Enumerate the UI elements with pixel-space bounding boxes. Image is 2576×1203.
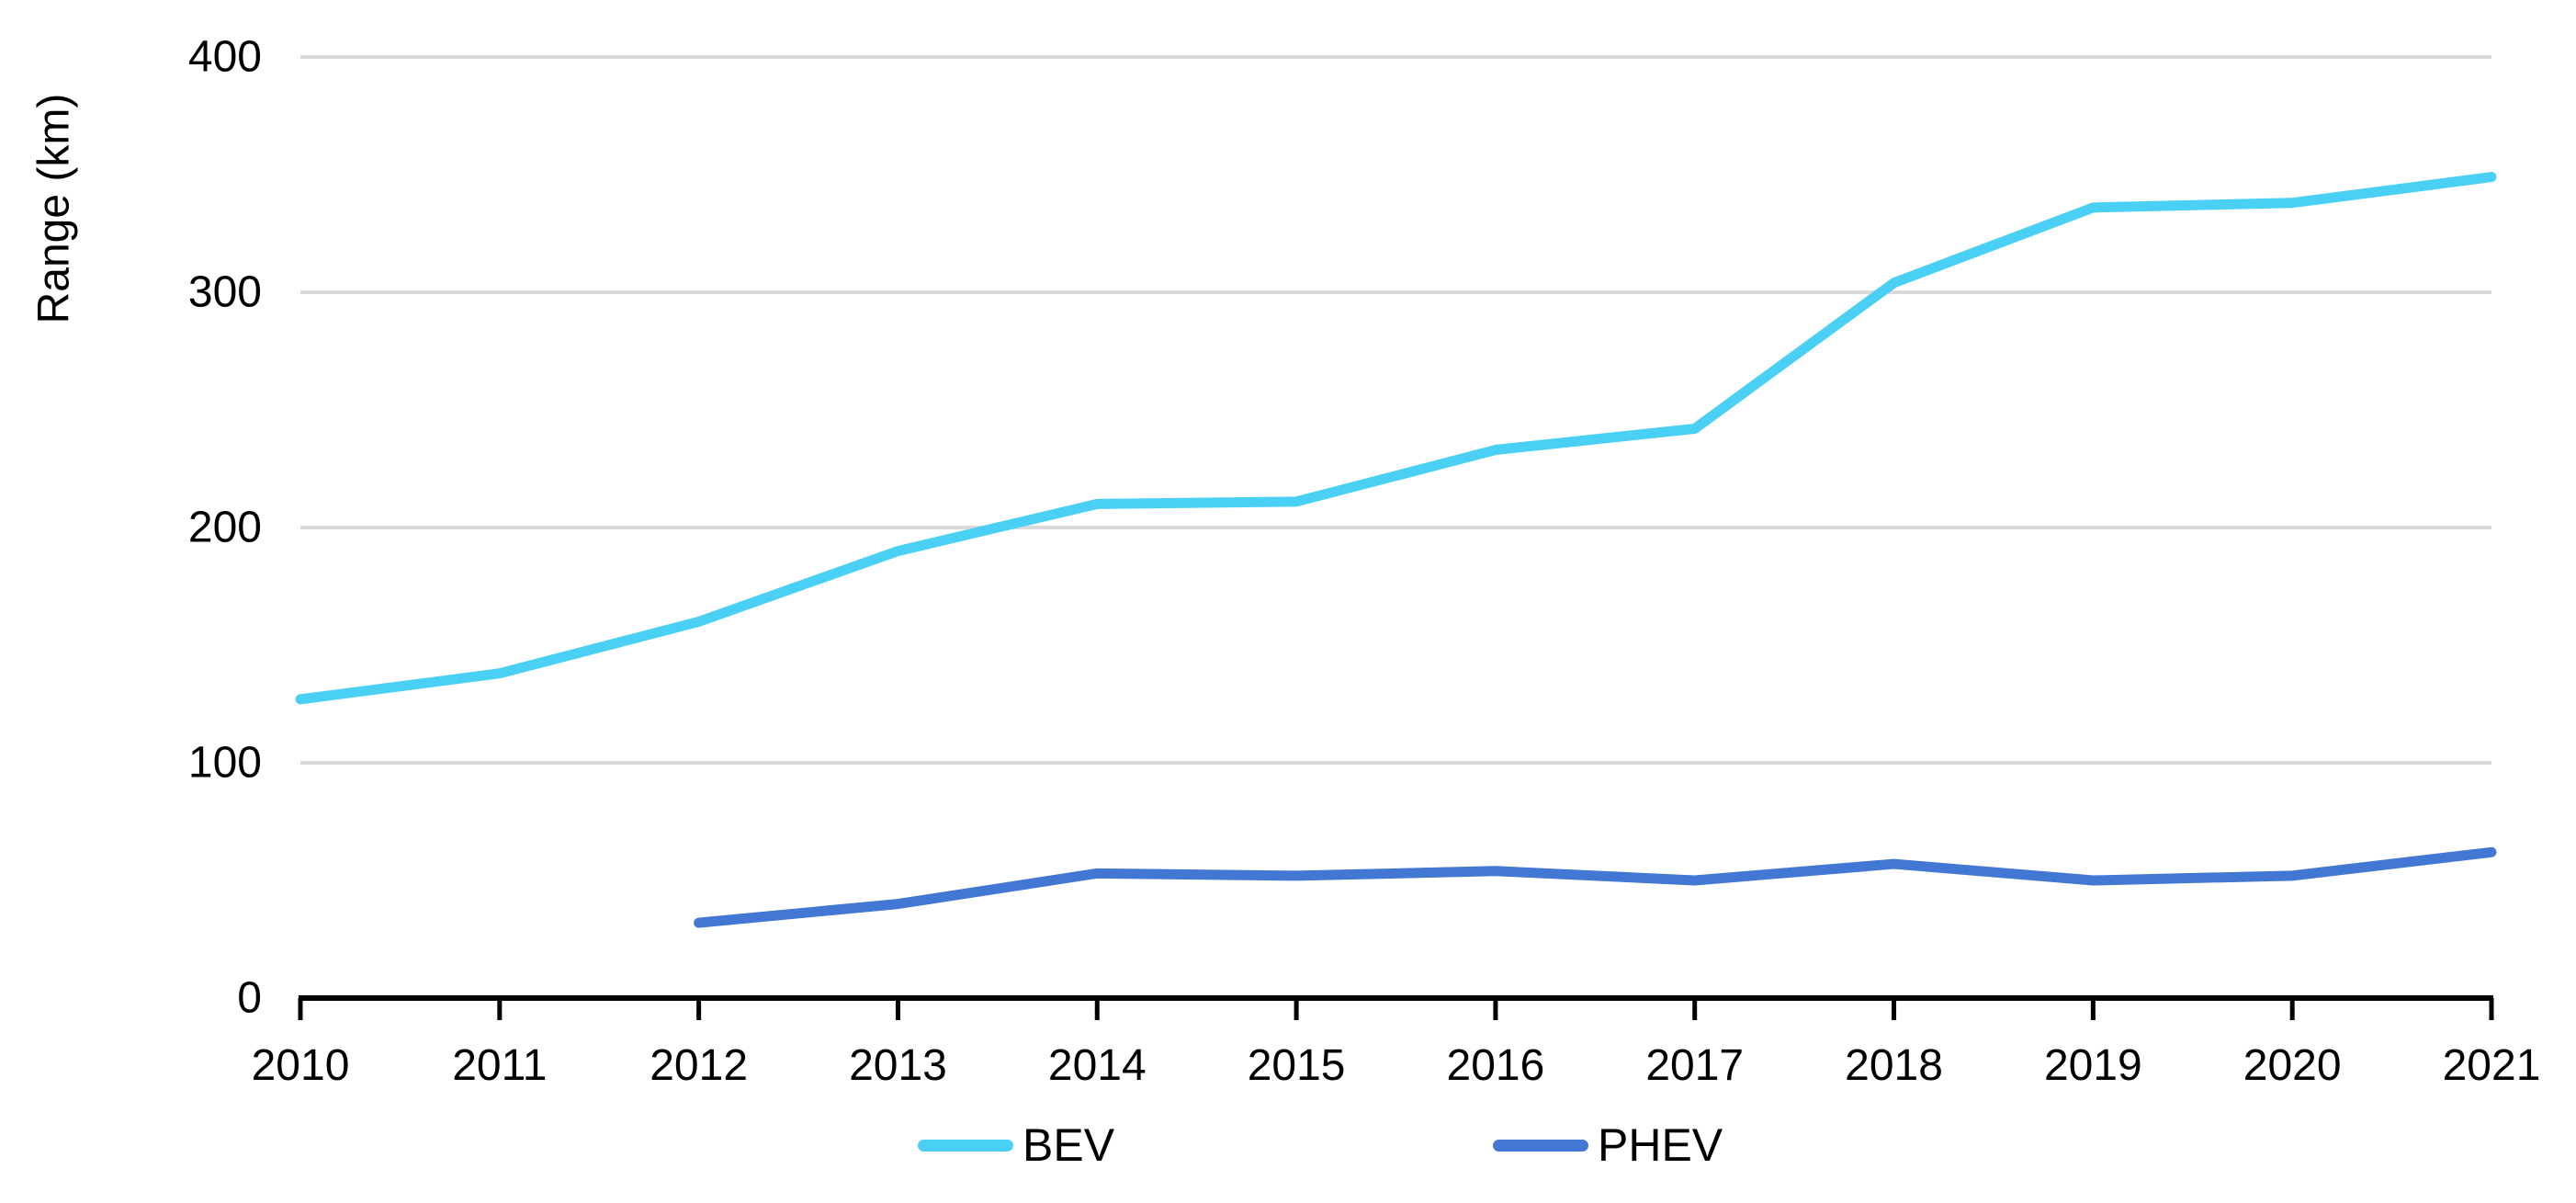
legend-item-phev: PHEV xyxy=(1493,1119,1723,1171)
bev-line-swatch xyxy=(918,1139,1013,1152)
series-line-bev xyxy=(295,172,2497,705)
x-tick-label-2013: 2013 xyxy=(849,1041,947,1090)
legend-item-bev: BEV xyxy=(918,1119,1114,1171)
legend-label-phev: PHEV xyxy=(1598,1119,1723,1171)
y-tick-label-100: 100 xyxy=(187,738,262,788)
x-tick-label-2020: 2020 xyxy=(2243,1041,2342,1090)
phev-line-swatch xyxy=(1493,1139,1588,1152)
x-tick-label-2016: 2016 xyxy=(1446,1041,1545,1090)
x-tick-label-2019: 2019 xyxy=(2043,1041,2142,1090)
series-line-phev xyxy=(694,846,2497,928)
x-tick-label-2012: 2012 xyxy=(650,1041,749,1090)
y-tick-label-0: 0 xyxy=(237,973,262,1023)
x-tick-label-2017: 2017 xyxy=(1645,1041,1745,1090)
y-tick-label-400: 400 xyxy=(187,32,262,82)
x-tick-label-2010: 2010 xyxy=(251,1041,350,1090)
x-tick-label-2011: 2011 xyxy=(452,1041,548,1090)
legend-label-bev: BEV xyxy=(1022,1119,1115,1171)
x-tick-label-2015: 2015 xyxy=(1247,1041,1346,1090)
x-tick-label-2021: 2021 xyxy=(2442,1041,2541,1090)
x-tick-label-2018: 2018 xyxy=(1845,1041,1943,1090)
y-tick-label-200: 200 xyxy=(187,503,262,552)
y-tick-label-300: 300 xyxy=(187,267,262,317)
x-tick-label-2014: 2014 xyxy=(1047,1041,1147,1090)
